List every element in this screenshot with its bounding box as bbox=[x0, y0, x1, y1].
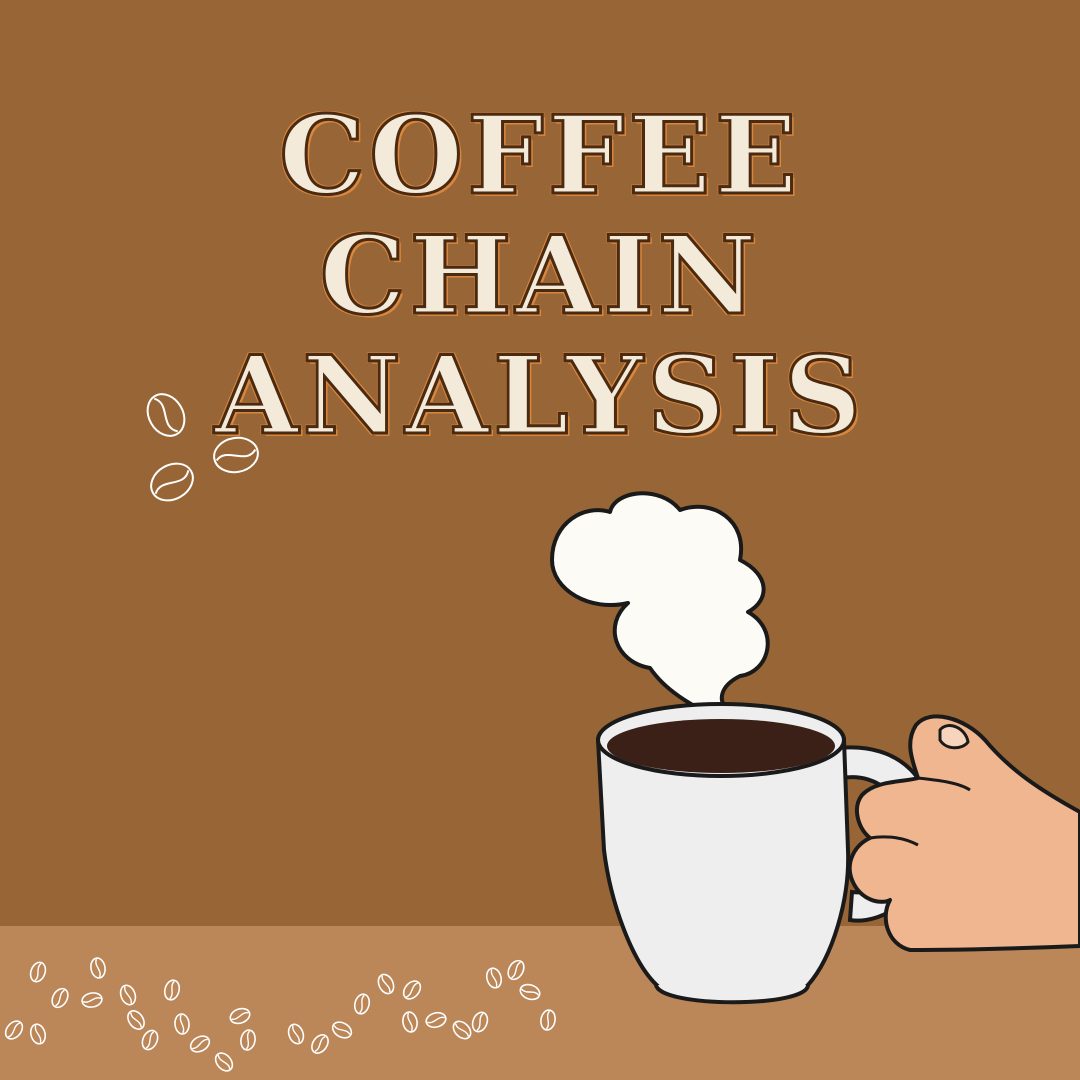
coffee-bean-icon bbox=[538, 1008, 558, 1032]
coffee-bean-icon bbox=[351, 991, 373, 1017]
coffee-bean-icon bbox=[449, 1017, 475, 1043]
title-line-2: CHAIN bbox=[318, 213, 761, 339]
coffee-bean-icon bbox=[211, 1049, 237, 1075]
coffee-bean-icon bbox=[504, 957, 528, 983]
coffee-bean-icon bbox=[227, 1005, 253, 1027]
title-line-1: COFFEE bbox=[277, 93, 802, 219]
coffee-bean-icon bbox=[517, 981, 543, 1003]
finger-crease bbox=[917, 776, 971, 792]
coffee-bean-icon bbox=[400, 1010, 420, 1034]
coffee-bean-icon bbox=[374, 971, 398, 997]
coffee-bean-icon bbox=[399, 977, 425, 1003]
title-line-3: ANALYSIS bbox=[213, 333, 866, 459]
coffee-bean-icon bbox=[483, 965, 505, 991]
coffee-bean-icon bbox=[210, 433, 262, 477]
coffee-bean-icon bbox=[88, 956, 108, 980]
coffee-bean-icon bbox=[143, 455, 201, 509]
page-title: COFFEE CHAIN ANALYSIS bbox=[0, 93, 1080, 459]
coffee-bean-icon bbox=[161, 977, 183, 1003]
coffee-bean-icon bbox=[238, 1028, 258, 1052]
coffee-bean-icon bbox=[1, 1017, 27, 1043]
coffee-bean-icon bbox=[123, 1006, 149, 1034]
coffee-bean-icon bbox=[285, 1021, 307, 1047]
coffee-bean-icon bbox=[329, 1018, 355, 1042]
coffee-bean-icon bbox=[187, 1032, 213, 1056]
coffee-beans-cluster bbox=[139, 386, 262, 509]
scattered-coffee-beans bbox=[1, 956, 558, 1075]
coffee-bean-icon bbox=[307, 1030, 333, 1058]
coffee-liquid bbox=[607, 719, 835, 773]
coffee-bean-icon bbox=[80, 990, 104, 1010]
hand-icon bbox=[847, 714, 1080, 952]
finger-crease bbox=[869, 835, 919, 847]
thumb-nail bbox=[938, 724, 970, 750]
coffee-bean-icon bbox=[173, 1012, 191, 1036]
coffee-bean-icon bbox=[138, 1027, 162, 1053]
coffee-bean-icon bbox=[423, 1009, 449, 1031]
steam-icon bbox=[550, 491, 770, 722]
coffee-bean-icon bbox=[139, 386, 193, 444]
coffee-bean-icon bbox=[48, 985, 72, 1011]
coffee-bean-icon bbox=[27, 1021, 49, 1047]
coffee-bean-icon bbox=[469, 1009, 491, 1035]
coffee-bean-icon bbox=[117, 982, 139, 1008]
cup-base bbox=[654, 983, 810, 1005]
coffee-bean-icon bbox=[27, 959, 49, 985]
table-surface bbox=[0, 926, 1080, 1080]
